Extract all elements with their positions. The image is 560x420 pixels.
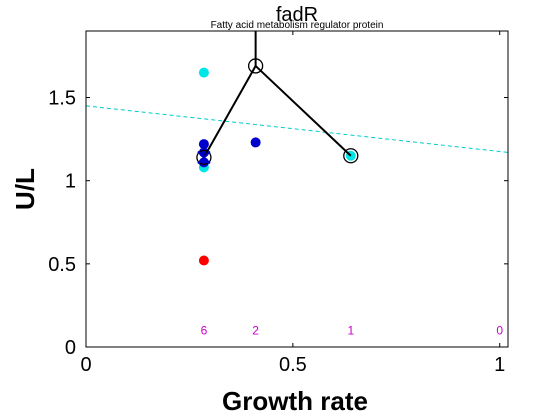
count-label: 1 [347,323,354,337]
data-point [198,67,209,78]
data-point [250,137,261,148]
trend-line [85,105,509,153]
x-tick-label: 0.5 [279,354,307,376]
plot-layer: 6 2 1 0 [85,31,509,337]
count-label: 2 [252,323,259,337]
data-point [198,157,209,168]
y-tick-label: 0 [65,337,76,359]
cross-marker-stroke [197,150,211,165]
y-tick-label: 0.5 [48,254,76,276]
chart-title: fadR [276,4,318,26]
count-label: 0 [496,323,503,337]
path-node [343,148,359,164]
path-node [196,149,212,166]
count-label: 6 [201,323,208,337]
plot-frame [85,30,509,348]
chart-subtitle: Fatty acid metabolism regulator protein [211,20,384,31]
x-axis-label: Growth rate [222,386,368,416]
y-tick-label: 1 [65,171,76,193]
axis-layer: 0 0.5 1 0 0.5 1 1.5 [48,31,508,376]
x-tick-label: 1 [494,354,505,376]
path-line [203,64,352,158]
data-point [198,139,209,150]
data-point [198,255,209,266]
x-tick-label: 0 [80,354,91,376]
y-tick-label: 1.5 [48,88,76,110]
y-axis-label: U/L [10,168,40,210]
